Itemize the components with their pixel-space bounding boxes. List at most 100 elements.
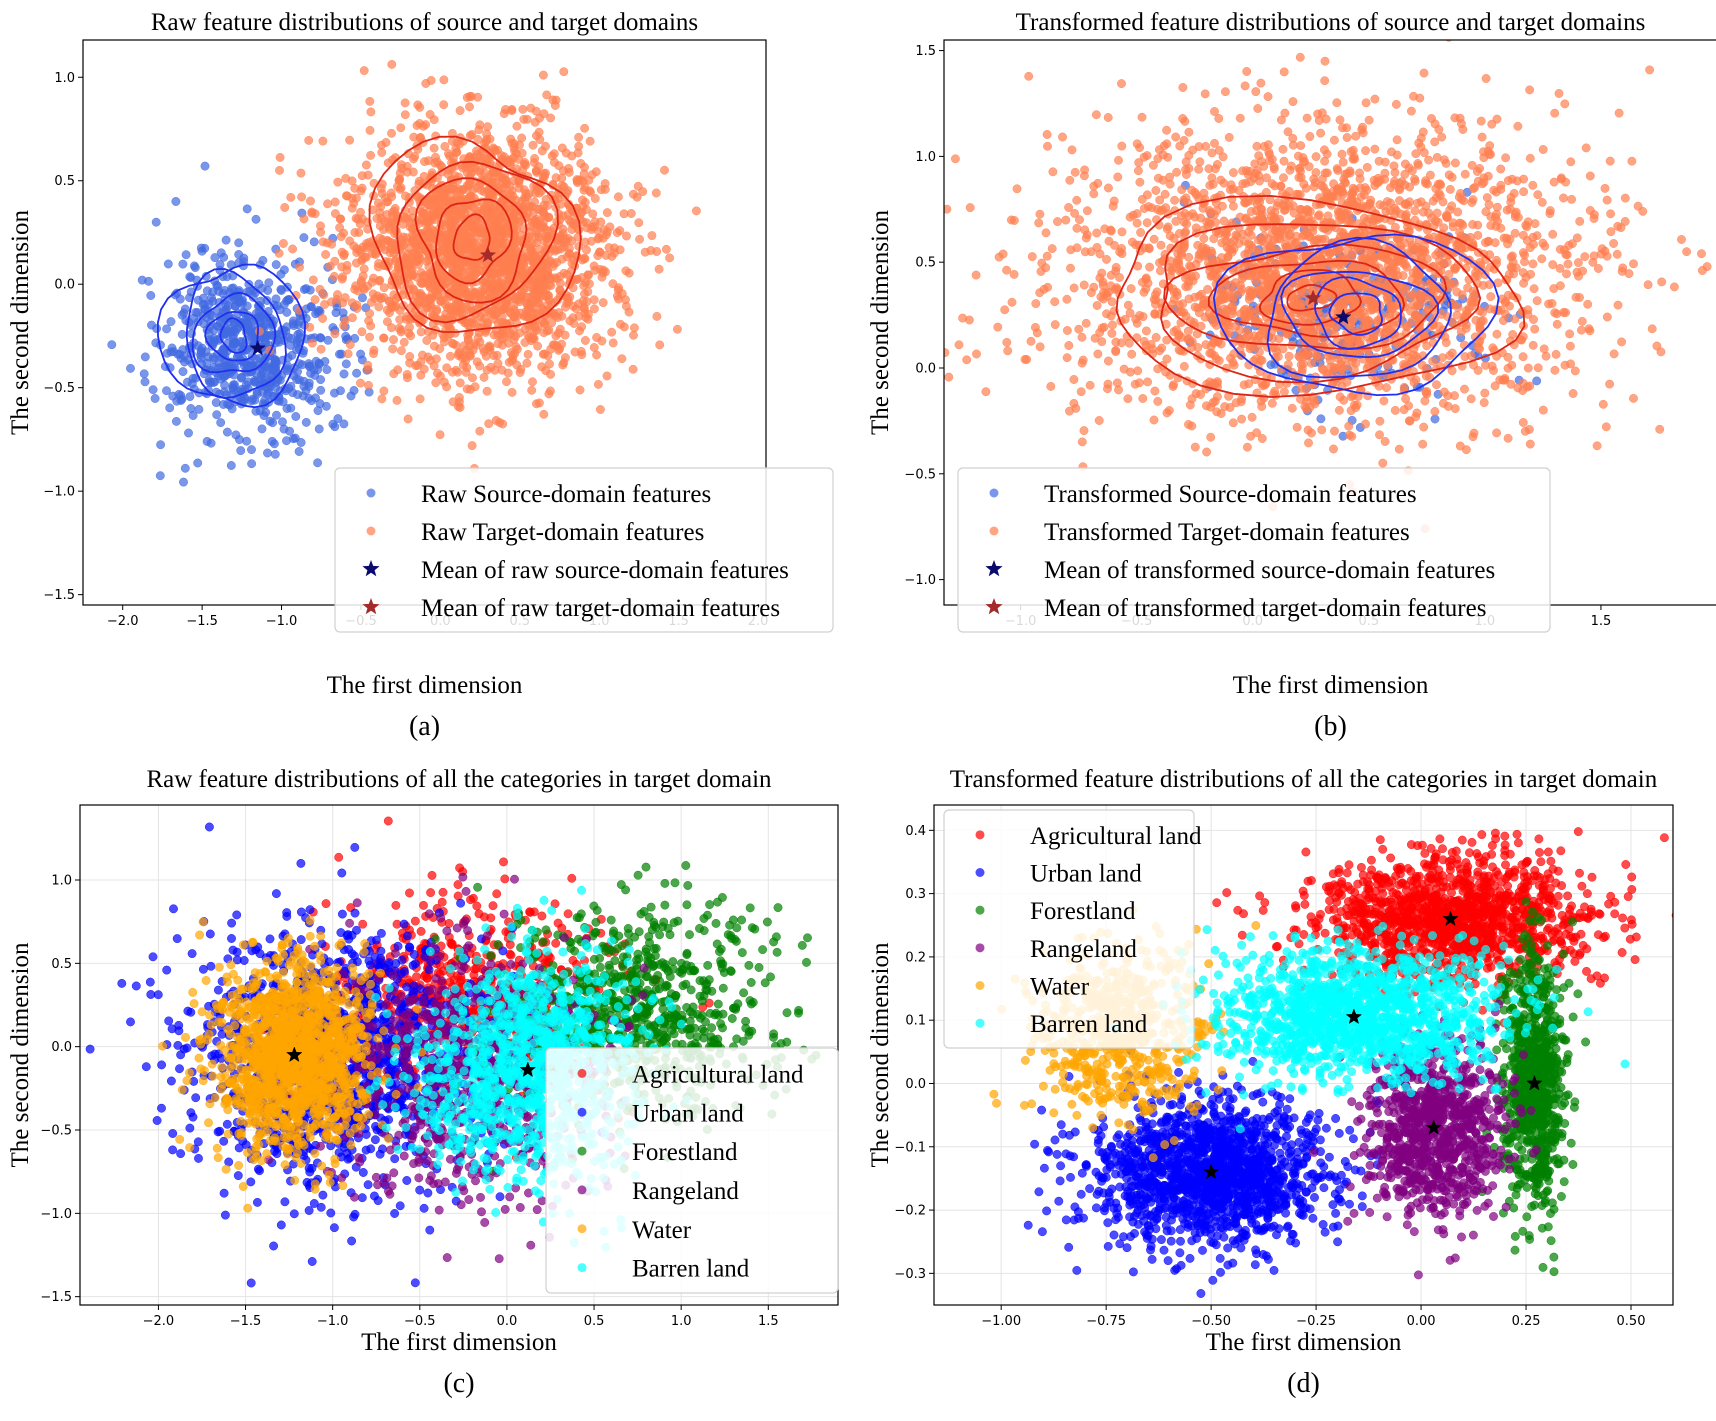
point (455, 378, 465, 388)
point (467, 441, 477, 450)
point (506, 134, 516, 144)
point (297, 192, 306, 202)
point (539, 70, 548, 80)
point (1430, 137, 1440, 147)
point (629, 330, 638, 340)
point (1419, 422, 1429, 432)
point (1062, 294, 1072, 304)
legend-dot-marker (366, 526, 376, 536)
point (330, 256, 340, 266)
point (1203, 284, 1213, 294)
point (1133, 366, 1143, 376)
point (286, 192, 296, 202)
point (493, 359, 503, 368)
point (539, 169, 549, 179)
point (1332, 98, 1342, 108)
point (1436, 180, 1446, 190)
point (295, 262, 304, 272)
point (275, 165, 284, 175)
point (654, 264, 664, 274)
point (198, 293, 208, 303)
point (201, 271, 211, 281)
point (468, 266, 478, 276)
point (421, 120, 430, 130)
point (1344, 421, 1354, 431)
x-tick-label: −1.5 (186, 614, 218, 629)
point (366, 150, 375, 160)
point (316, 227, 325, 237)
point (579, 303, 589, 313)
point (651, 188, 661, 198)
point (180, 357, 189, 367)
point (466, 233, 475, 243)
point (475, 337, 485, 347)
point (477, 205, 487, 215)
point (290, 433, 300, 443)
point (484, 343, 494, 352)
point (416, 327, 426, 337)
point (1195, 157, 1205, 167)
point (1295, 52, 1305, 62)
point (228, 331, 238, 341)
point (1554, 89, 1564, 98)
point (389, 248, 399, 258)
point (337, 247, 347, 257)
point (231, 430, 241, 440)
point (1566, 157, 1576, 167)
point (1151, 186, 1161, 195)
point (347, 203, 357, 213)
point (1510, 314, 1520, 324)
point (299, 376, 309, 386)
point (584, 270, 593, 280)
point (391, 226, 401, 236)
x-tick-label: −1.0 (266, 614, 298, 629)
point (528, 297, 538, 307)
point (472, 357, 482, 367)
point (1380, 157, 1390, 167)
point (962, 355, 972, 365)
point (374, 259, 383, 268)
point (412, 291, 421, 301)
point (579, 185, 589, 195)
point (282, 404, 292, 413)
point (288, 316, 298, 326)
point (535, 398, 544, 408)
point (242, 204, 252, 214)
point (1117, 227, 1127, 237)
point (1187, 421, 1197, 431)
point (1132, 139, 1142, 149)
point (1048, 167, 1058, 177)
point (632, 192, 642, 202)
point (305, 285, 315, 295)
point (1520, 426, 1530, 436)
point (477, 186, 486, 195)
point (1441, 158, 1451, 168)
point (574, 175, 584, 185)
point (1316, 414, 1326, 424)
point (1473, 167, 1482, 176)
point (345, 135, 354, 145)
point (446, 218, 456, 228)
point (546, 113, 555, 123)
point (574, 311, 584, 321)
point (506, 329, 515, 338)
point (1210, 138, 1219, 148)
point (665, 253, 674, 263)
point (423, 233, 433, 243)
point (387, 60, 397, 69)
point (655, 340, 665, 350)
point (368, 249, 377, 258)
point (251, 214, 261, 224)
point (1043, 141, 1052, 151)
legend-label: Raw Source-domain features (421, 481, 711, 508)
point (1459, 196, 1469, 206)
point (1095, 273, 1105, 283)
point (337, 274, 347, 284)
point (1066, 245, 1076, 255)
contour-line (204, 310, 259, 362)
point (372, 214, 382, 223)
point (1456, 188, 1465, 198)
point (1107, 328, 1117, 338)
point (126, 363, 135, 373)
point (352, 368, 361, 378)
